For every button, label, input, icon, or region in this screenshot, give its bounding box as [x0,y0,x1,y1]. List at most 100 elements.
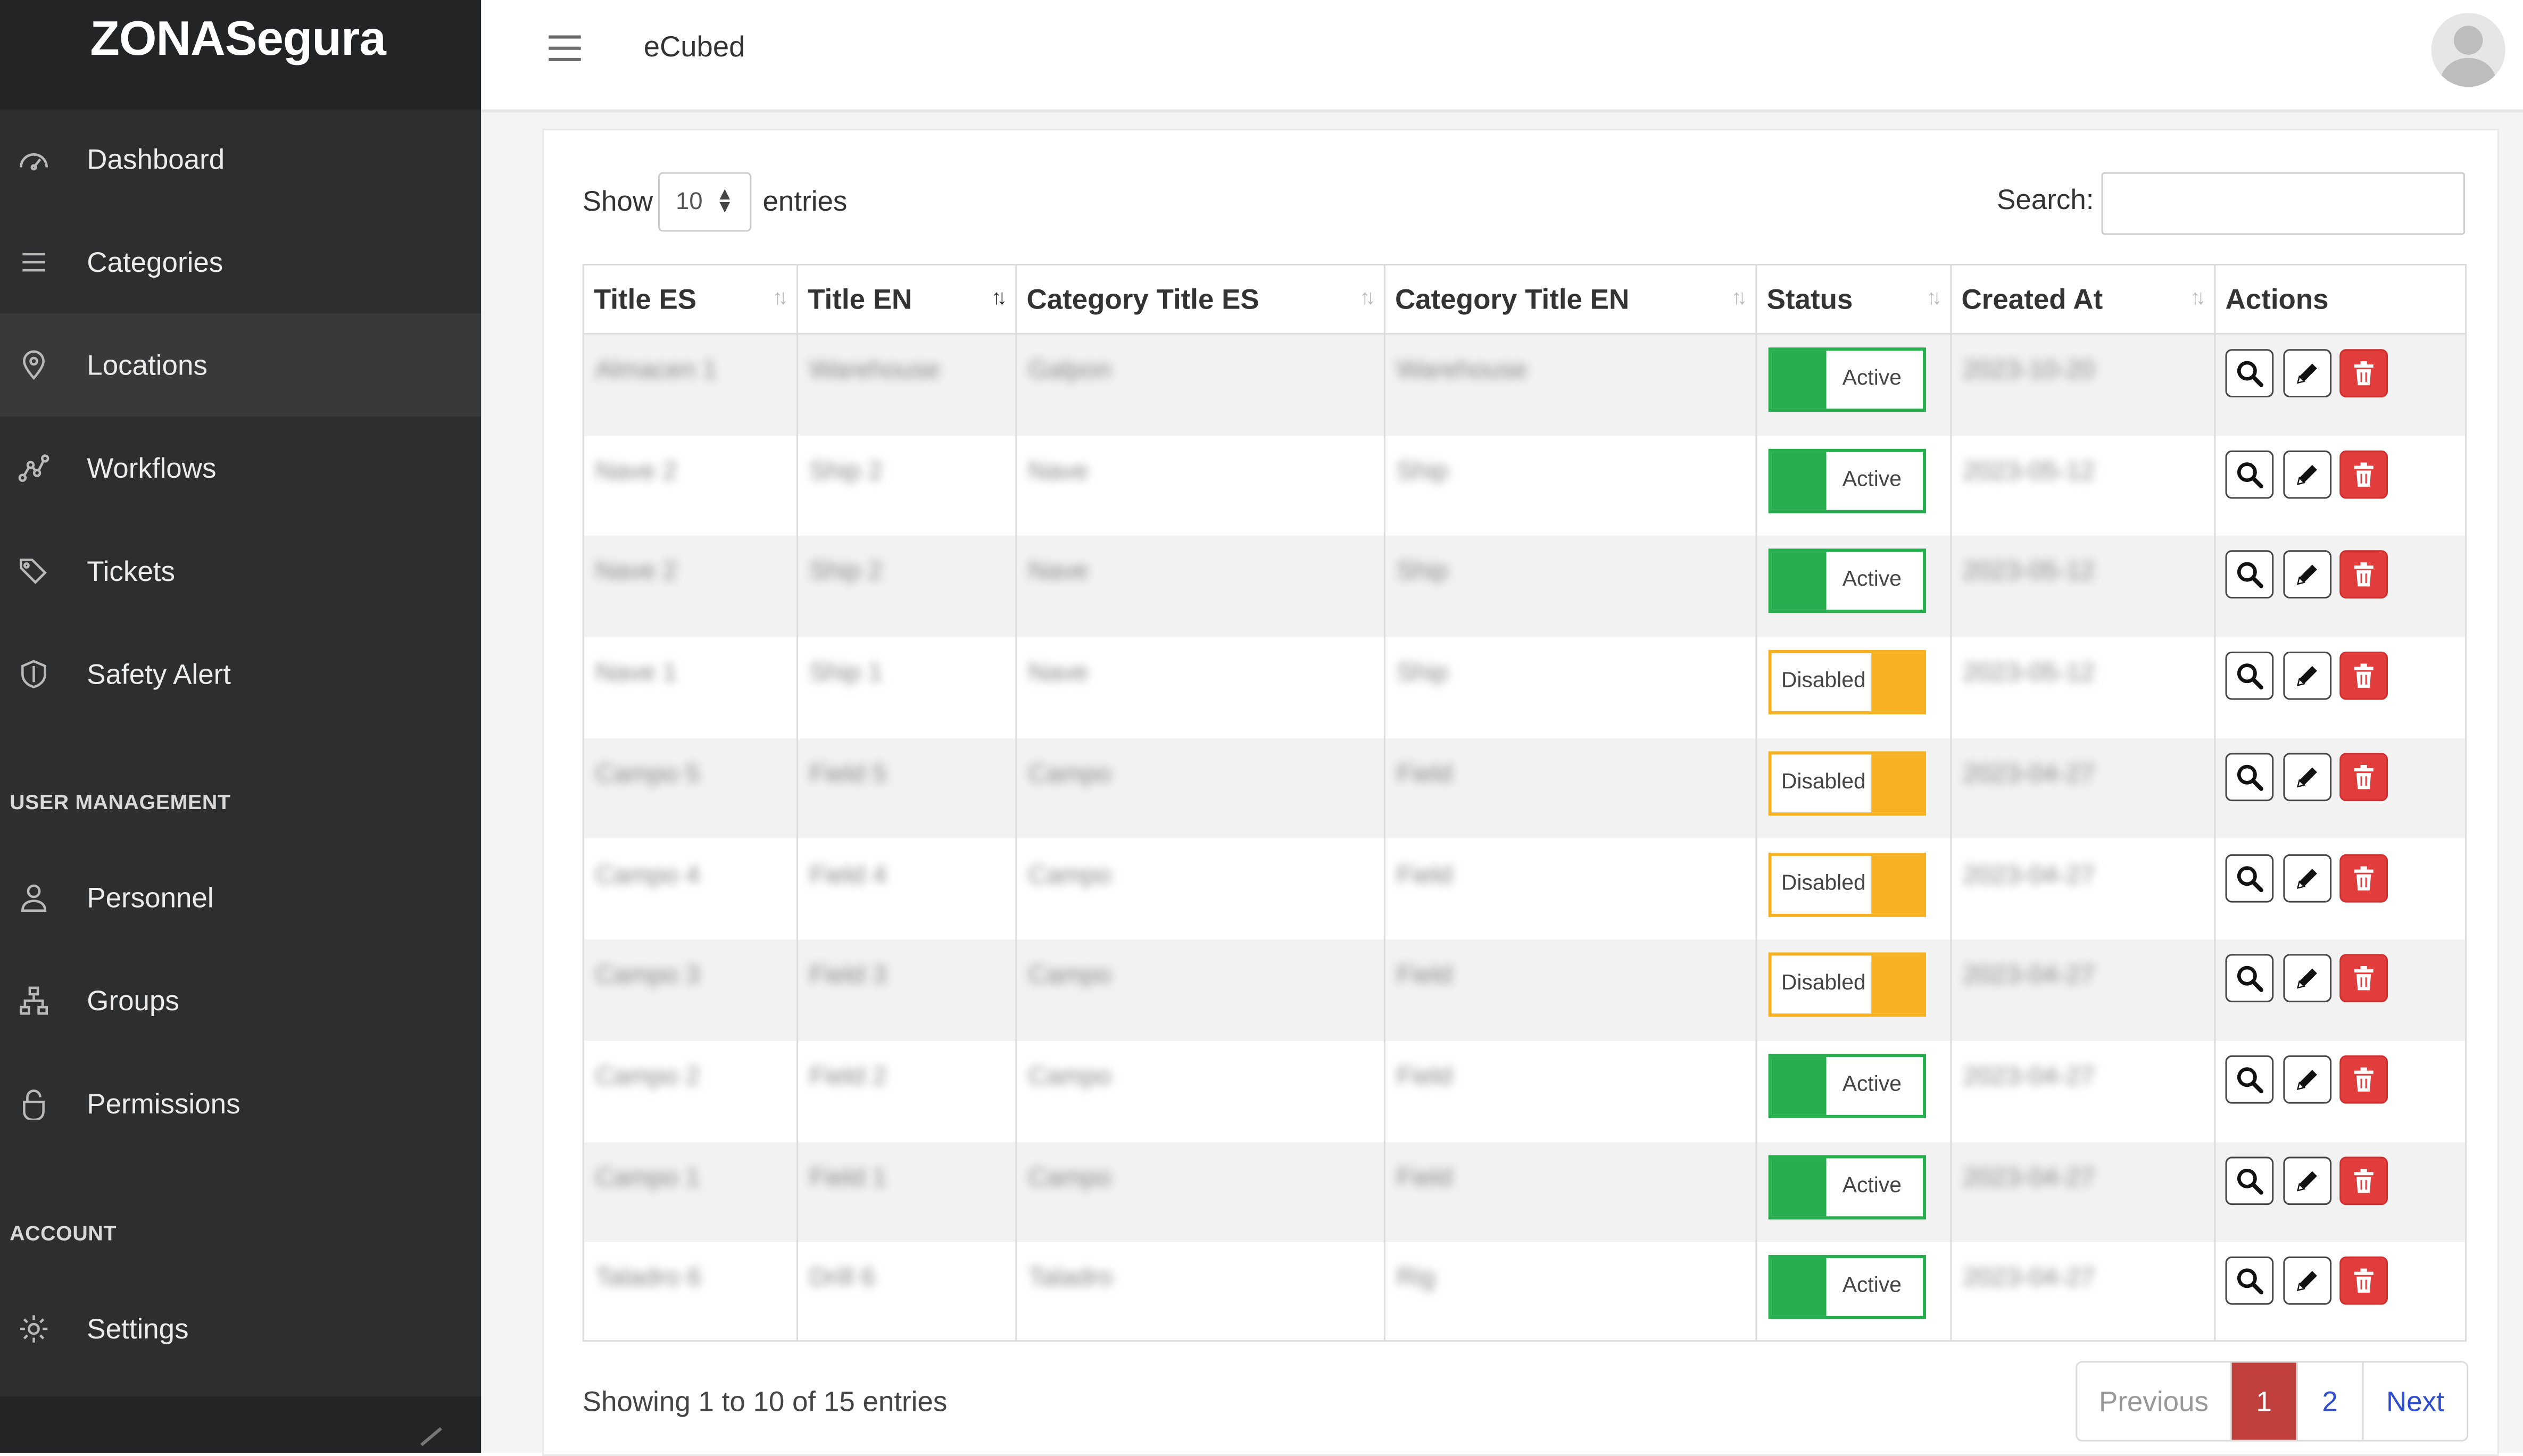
delete-button[interactable] [2339,954,2388,1003]
status-toggle[interactable]: Disabled [1768,751,1927,816]
entries-per-page-select[interactable]: 10 ▲ ▼ [658,172,752,232]
cell-category-es: Campo [1028,962,1111,990]
edit-button[interactable] [2283,551,2332,600]
view-button[interactable] [2225,652,2274,700]
table-row: Campo 3 Field 3 Campo Field Disabled 2023-04-… [584,939,2466,1041]
column-divider [796,265,799,1341]
cell-title-es: Nave 1 [595,660,677,687]
delete-button[interactable] [2339,1257,2388,1305]
delete-button[interactable] [2339,450,2388,498]
brand-logo[interactable]: ZONASegura [90,13,386,66]
toggle-knob [1771,1258,1827,1317]
view-button[interactable] [2225,349,2274,397]
cell-title-es: Campo 5 [595,760,700,788]
column-header-title-en[interactable]: Title EN ↑↓ [798,265,1017,335]
edit-button[interactable] [2283,1156,2332,1204]
column-label: Created At [1961,282,2103,315]
sidebar-item-dashboard[interactable]: Dashboard [0,108,481,211]
view-button[interactable] [2225,954,2274,1003]
sidebar-item-personnel[interactable]: Personnel [0,846,481,950]
edit-button[interactable] [2283,450,2332,498]
cell-category-en: Field [1397,760,1453,788]
edit-button[interactable] [2283,954,2332,1003]
column-header-title-es[interactable]: Title ES ↑↓ [584,265,799,335]
view-button[interactable] [2225,1055,2274,1104]
delete-button[interactable] [2339,551,2388,600]
sidebar-item-settings[interactable]: Settings [0,1277,481,1380]
view-button[interactable] [2225,752,2274,801]
sidebar-item-groups[interactable]: Groups [0,949,481,1052]
previous-page-button[interactable]: Previous [2077,1362,2232,1440]
section-user-management: USER MANAGEMENT [10,789,231,814]
toggle-knob [1771,351,1827,409]
view-button[interactable] [2225,1257,2274,1305]
sidebar-item-locations[interactable]: Locations [0,313,482,417]
trash-icon [2354,1067,2373,1092]
view-button[interactable] [2225,450,2274,498]
edit-button[interactable] [2283,652,2332,700]
view-button[interactable] [2225,551,2274,600]
column-label: Status [1766,282,1853,315]
shield-icon [16,656,52,692]
delete-button[interactable] [2339,349,2388,397]
status-toggle[interactable]: Active [1768,448,1927,513]
delete-button[interactable] [2339,652,2388,700]
cell-title-es: Campo 2 [595,1063,700,1091]
edit-button[interactable] [2283,1257,2332,1305]
view-button[interactable] [2225,853,2274,902]
status-toggle[interactable]: Disabled [1768,650,1927,715]
sidebar-item-workflows[interactable]: Workflows [0,417,481,520]
sidebar-item-permissions[interactable]: Permissions [0,1052,481,1155]
status-toggle[interactable]: Disabled [1768,952,1927,1017]
cell-category-en: Ship [1397,559,1448,587]
page-2-button[interactable]: 2 [2298,1362,2364,1440]
cell-title-en: Ship 2 [809,457,883,486]
sidebar-item-safety-alert[interactable]: Safety Alert [0,622,481,726]
next-page-button[interactable]: Next [2386,1384,2444,1417]
status-toggle[interactable]: Active [1768,347,1927,412]
status-toggle[interactable]: Disabled [1768,852,1927,917]
column-header-created-at[interactable]: Created At ↑↓ [1952,265,2216,335]
sidebar-item-categories[interactable]: Categories [0,211,481,314]
status-toggle[interactable]: Active [1768,1154,1927,1219]
delete-button[interactable] [2339,853,2388,902]
cell-category-es: Nave [1028,457,1089,486]
cell-category-es: Nave [1028,559,1089,587]
cell-created-at: 2023-04-27 [1963,1264,2095,1293]
sidebar-item-label: Personnel [87,880,214,913]
edit-button[interactable] [2283,853,2332,902]
hamburger-menu-icon[interactable] [549,35,581,68]
status-label: Active [1842,1172,1902,1196]
search-icon [2237,966,2263,993]
sidebar-item-label: Categories [87,245,223,278]
column-header-status[interactable]: Status ↑↓ [1757,265,1952,335]
sidebar-item-label: Safety Alert [87,657,231,689]
delete-button[interactable] [2339,1055,2388,1104]
column-header-category-es[interactable]: Category Title ES ↑↓ [1017,265,1385,335]
sort-icon: ↑↓ [1731,285,1747,309]
cell-title-es: Campo 1 [595,1164,700,1192]
sidebar-footer [0,1396,482,1453]
status-toggle[interactable]: Active [1768,1053,1927,1118]
avatar[interactable] [2431,13,2505,87]
edit-button[interactable] [2283,752,2332,801]
edit-button[interactable] [2283,349,2332,397]
search-input[interactable] [2101,172,2466,235]
show-label: Show [582,185,653,218]
view-button[interactable] [2225,1156,2274,1204]
column-divider [1015,265,1017,1341]
sidebar-item-tickets[interactable]: Tickets [0,520,481,623]
column-header-category-en[interactable]: Category Title EN ↑↓ [1385,265,1757,335]
edit-button[interactable] [2283,1055,2332,1104]
page-1-button[interactable]: 1 [2231,1362,2298,1440]
pencil-icon [2296,1271,2317,1292]
cell-category-en: Field [1397,1164,1453,1192]
delete-button[interactable] [2339,752,2388,801]
status-toggle[interactable]: Active [1768,549,1927,614]
status-toggle[interactable]: Active [1768,1255,1927,1320]
delete-button[interactable] [2339,1156,2388,1204]
cell-created-at: 2023-04-27 [1963,1063,2095,1091]
cell-title-en: Field 4 [809,861,887,889]
cell-title-es: Taladro 6 [595,1264,702,1293]
